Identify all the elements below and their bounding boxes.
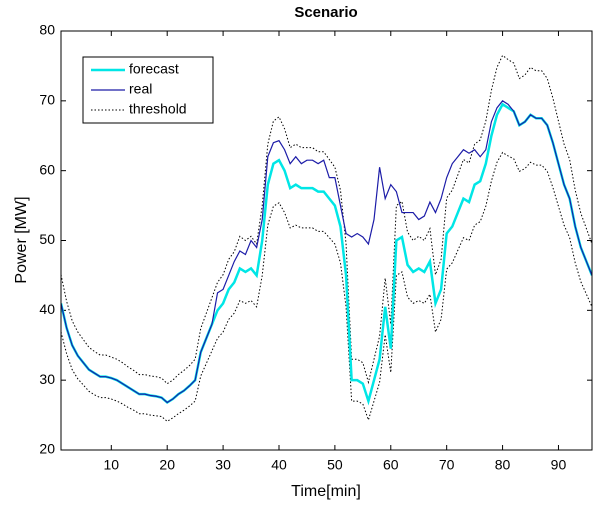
chart-title: Scenario — [294, 4, 357, 21]
y-tick-label: 50 — [39, 231, 55, 247]
x-tick-label: 80 — [495, 457, 511, 473]
y-tick-label: 80 — [39, 22, 55, 38]
legend-label: forecast — [129, 61, 179, 77]
x-tick-label: 70 — [439, 457, 455, 473]
y-tick-label: 40 — [39, 301, 55, 317]
legend-label: real — [129, 81, 152, 97]
line-series — [61, 54, 592, 385]
x-tick-label: 10 — [104, 457, 120, 473]
legend-label: threshold — [129, 101, 187, 117]
x-tick-label: 30 — [215, 457, 231, 473]
y-tick-label: 20 — [39, 441, 55, 457]
y-tick-label: 60 — [39, 161, 55, 177]
x-tick-label: 40 — [271, 457, 287, 473]
x-tick-label: 60 — [383, 457, 399, 473]
x-tick-label: 20 — [159, 457, 175, 473]
y-tick-label: 70 — [39, 92, 55, 108]
x-tick-label: 50 — [327, 457, 343, 473]
x-tick-label: 90 — [551, 457, 567, 473]
x-axis-label: Time[min] — [291, 483, 361, 500]
line-series — [61, 100, 592, 404]
plot-frame — [60, 30, 593, 451]
y-axis-label: Power [MW] — [13, 196, 30, 283]
line-series — [61, 151, 592, 422]
y-tick-label: 30 — [39, 371, 55, 387]
